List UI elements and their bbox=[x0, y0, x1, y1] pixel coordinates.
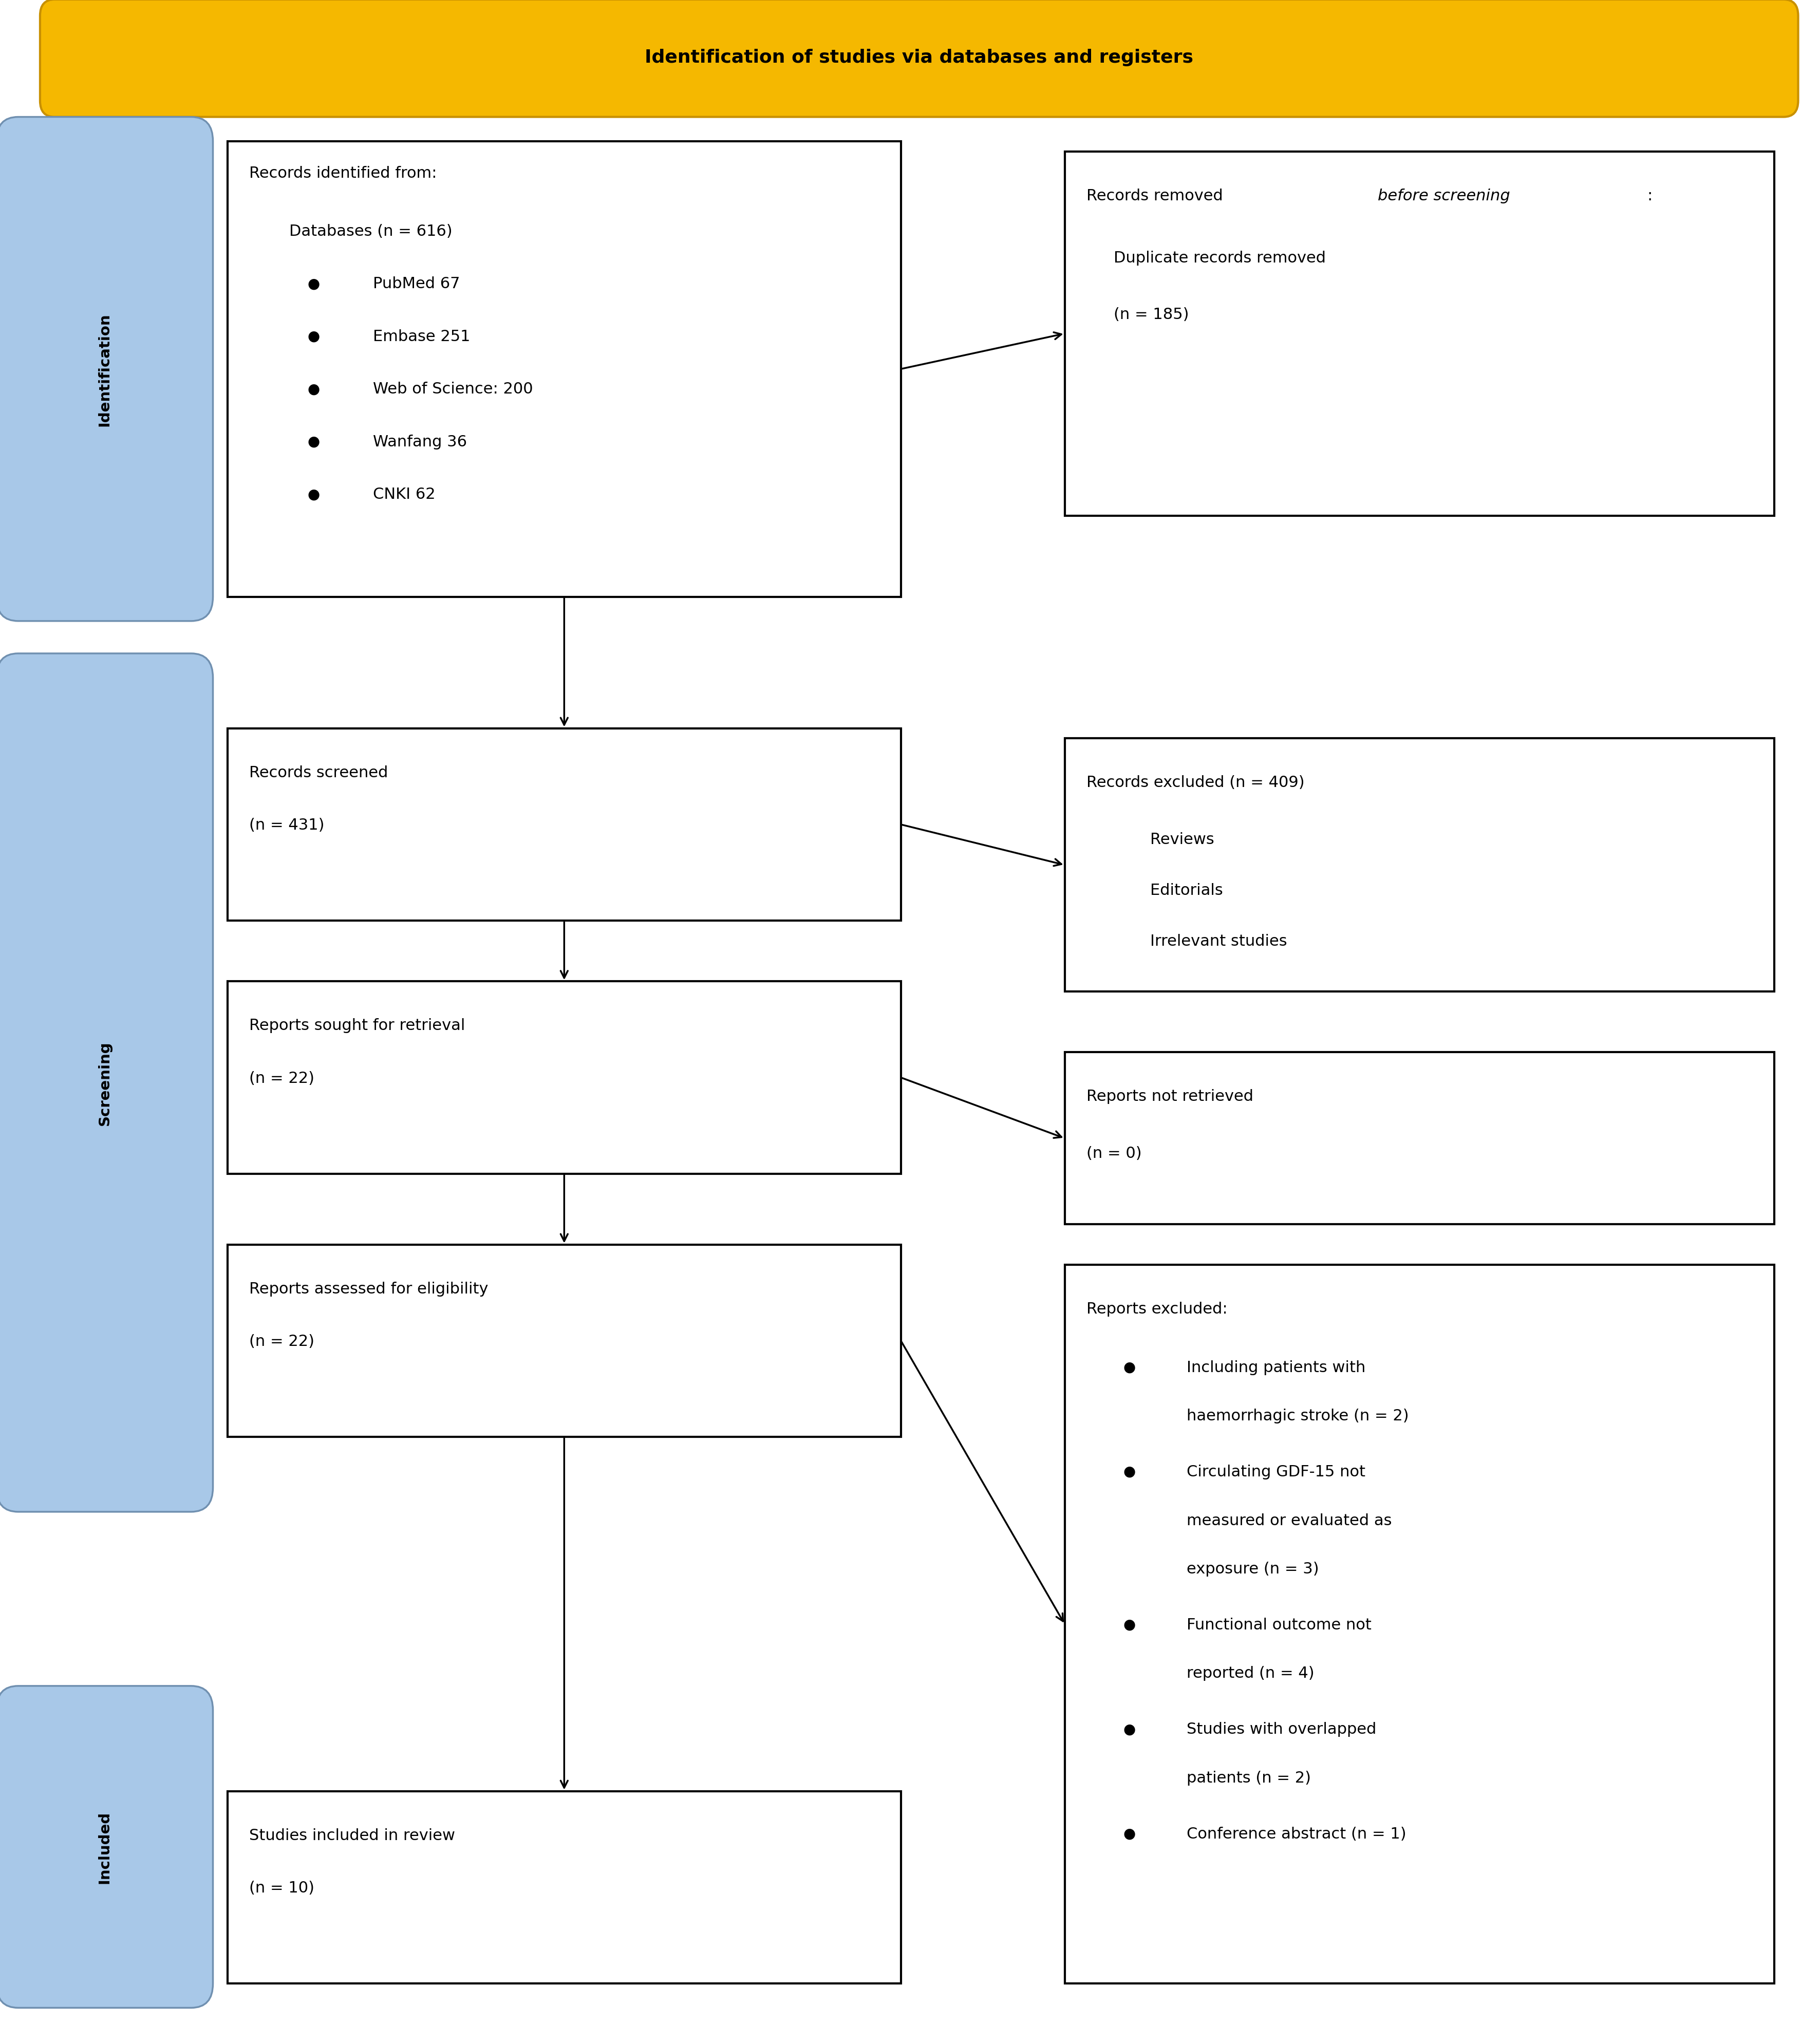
Text: Reports excluded:: Reports excluded: bbox=[1087, 1301, 1228, 1316]
FancyBboxPatch shape bbox=[227, 142, 901, 597]
Text: reported (n = 4): reported (n = 4) bbox=[1187, 1666, 1314, 1680]
Text: Embase 251: Embase 251 bbox=[373, 330, 470, 344]
Text: Identification: Identification bbox=[98, 314, 111, 425]
Text: Studies included in review: Studies included in review bbox=[249, 1828, 455, 1842]
Text: Irrelevant studies: Irrelevant studies bbox=[1150, 933, 1287, 949]
Text: (n = 185): (n = 185) bbox=[1114, 308, 1188, 322]
Text: Reports sought for retrieval: Reports sought for retrieval bbox=[249, 1018, 466, 1032]
Text: Duplicate records removed: Duplicate records removed bbox=[1114, 251, 1327, 265]
Text: Records screened: Records screened bbox=[249, 765, 388, 779]
Text: Records removed: Records removed bbox=[1087, 188, 1228, 202]
FancyBboxPatch shape bbox=[1065, 739, 1774, 992]
Text: (n = 0): (n = 0) bbox=[1087, 1146, 1141, 1160]
Text: ●: ● bbox=[308, 435, 320, 449]
Text: Web of Science: 200: Web of Science: 200 bbox=[373, 383, 533, 397]
Text: Included: Included bbox=[98, 1811, 111, 1882]
Text: Editorials: Editorials bbox=[1150, 882, 1223, 899]
Text: (n = 431): (n = 431) bbox=[249, 818, 324, 832]
FancyBboxPatch shape bbox=[227, 982, 901, 1174]
FancyBboxPatch shape bbox=[0, 654, 213, 1512]
Text: PubMed 67: PubMed 67 bbox=[373, 277, 460, 291]
Text: Studies with overlapped: Studies with overlapped bbox=[1187, 1722, 1376, 1737]
Text: ●: ● bbox=[1123, 1826, 1136, 1840]
FancyBboxPatch shape bbox=[1065, 1265, 1774, 1984]
Text: Reviews: Reviews bbox=[1150, 832, 1214, 846]
Text: Screening: Screening bbox=[98, 1040, 111, 1125]
Text: (n = 10): (n = 10) bbox=[249, 1880, 315, 1894]
Text: Functional outcome not: Functional outcome not bbox=[1187, 1617, 1372, 1631]
Text: (n = 22): (n = 22) bbox=[249, 1334, 315, 1348]
Text: CNKI 62: CNKI 62 bbox=[373, 488, 435, 502]
Text: ●: ● bbox=[1123, 1463, 1136, 1480]
Text: Identification of studies via databases and registers: Identification of studies via databases … bbox=[644, 49, 1194, 67]
Text: (n = 22): (n = 22) bbox=[249, 1071, 315, 1085]
Text: :: : bbox=[1647, 188, 1653, 202]
FancyBboxPatch shape bbox=[40, 0, 1798, 117]
Text: ●: ● bbox=[308, 277, 320, 291]
Text: ●: ● bbox=[308, 488, 320, 502]
Text: Circulating GDF-15 not: Circulating GDF-15 not bbox=[1187, 1463, 1365, 1480]
Text: exposure (n = 3): exposure (n = 3) bbox=[1187, 1561, 1319, 1577]
Text: Reports not retrieved: Reports not retrieved bbox=[1087, 1089, 1254, 1103]
Text: haemorrhagic stroke (n = 2): haemorrhagic stroke (n = 2) bbox=[1187, 1409, 1409, 1423]
Text: ●: ● bbox=[1123, 1617, 1136, 1631]
Text: ●: ● bbox=[308, 330, 320, 344]
Text: ●: ● bbox=[1123, 1360, 1136, 1374]
Text: ●: ● bbox=[1123, 1722, 1136, 1737]
FancyBboxPatch shape bbox=[1065, 152, 1774, 516]
Text: measured or evaluated as: measured or evaluated as bbox=[1187, 1512, 1392, 1528]
Text: Wanfang 36: Wanfang 36 bbox=[373, 435, 468, 449]
FancyBboxPatch shape bbox=[1065, 1052, 1774, 1225]
Text: before screening: before screening bbox=[1378, 188, 1511, 202]
FancyBboxPatch shape bbox=[0, 117, 213, 621]
FancyBboxPatch shape bbox=[227, 1791, 901, 1984]
FancyBboxPatch shape bbox=[227, 1245, 901, 1437]
Text: Conference abstract (n = 1): Conference abstract (n = 1) bbox=[1187, 1826, 1407, 1842]
Text: Reports assessed for eligibility: Reports assessed for eligibility bbox=[249, 1281, 488, 1295]
FancyBboxPatch shape bbox=[0, 1686, 213, 2008]
Text: ●: ● bbox=[308, 383, 320, 397]
Text: Databases (n = 616): Databases (n = 616) bbox=[289, 225, 453, 239]
Text: Records identified from:: Records identified from: bbox=[249, 166, 437, 180]
Text: Including patients with: Including patients with bbox=[1187, 1360, 1365, 1374]
FancyBboxPatch shape bbox=[227, 729, 901, 921]
Text: Records excluded (n = 409): Records excluded (n = 409) bbox=[1087, 775, 1305, 789]
Text: patients (n = 2): patients (n = 2) bbox=[1187, 1771, 1310, 1785]
